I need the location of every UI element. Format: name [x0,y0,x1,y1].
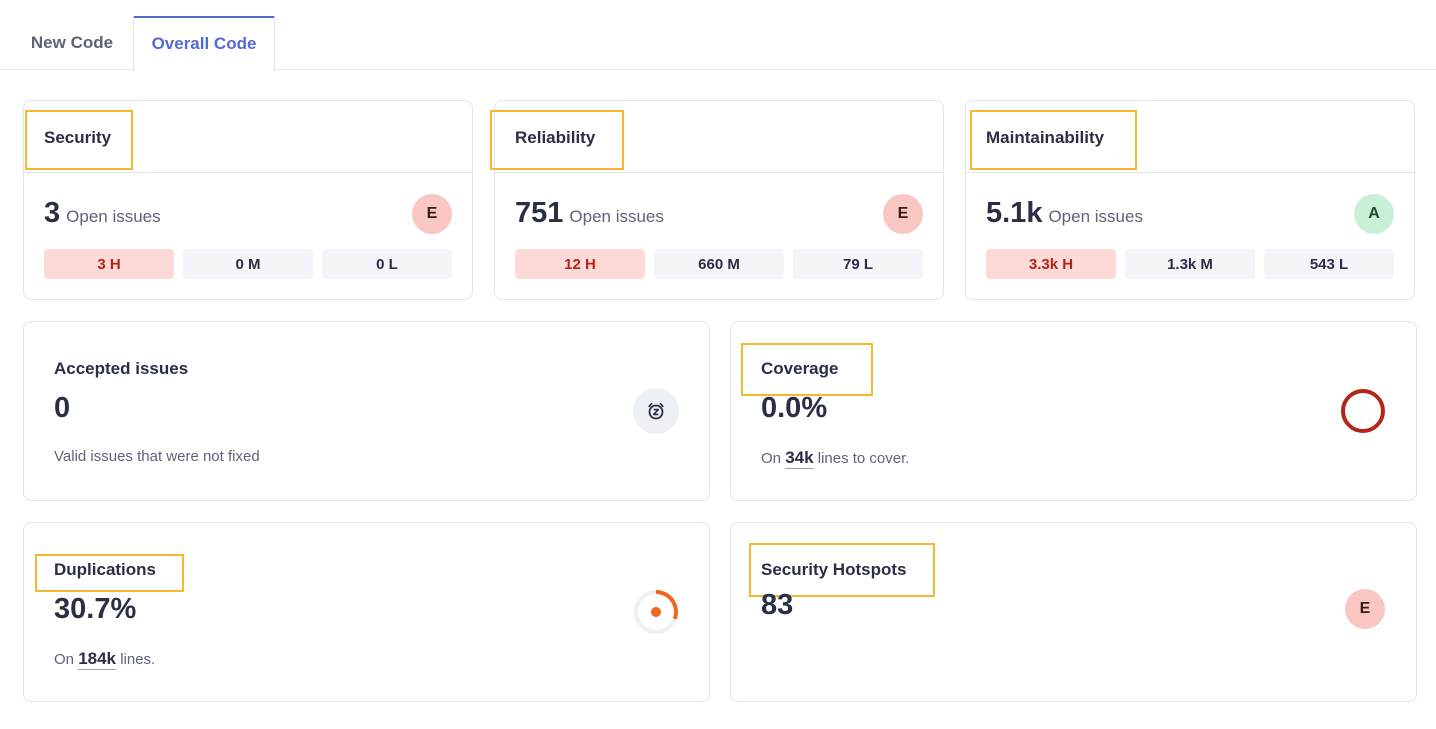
maintainability-count[interactable]: 5.1k [986,197,1043,229]
security-rating-badge: E [412,194,452,234]
maintainability-title[interactable]: Maintainability [986,128,1105,147]
highlight-box [35,554,184,592]
snooze-clock-icon [633,388,679,434]
maintainability-rating-badge: A [1354,194,1394,234]
reliability-high-badge[interactable]: 12 H [515,249,645,279]
highlight-box [25,110,133,170]
accepted-issues-card: Accepted issues 0 Valid issues that were… [23,321,710,501]
open-issues-label: Open issues [1048,207,1143,226]
duplications-title: Duplications [54,560,157,579]
tab-overall-code[interactable]: Overall Code [133,16,275,71]
tab-new-code[interactable]: New Code [30,33,114,52]
coverage-value[interactable]: 0.0% [761,392,828,424]
maintainability-medium-badge[interactable]: 1.3k M [1125,249,1255,279]
coverage-ring-icon [1341,389,1385,433]
coverage-lines-link[interactable]: 34k [785,448,814,469]
accepted-issues-description: Valid issues that were not fixed [54,448,260,465]
reliability-count[interactable]: 751 [515,197,564,229]
reliability-card-header: Reliability [490,101,943,173]
security-hotspots-title: Security Hotspots [761,560,907,579]
open-issues-label: Open issues [66,207,161,226]
security-title[interactable]: Security [44,128,112,147]
maintainability-metric: 5.1k Open issues [986,197,1143,230]
coverage-title: Coverage [761,359,839,378]
security-high-badge[interactable]: 3 H [44,249,174,279]
security-low-badge[interactable]: 0 L [322,249,452,279]
maintainability-card: Maintainability 5.1k Open issues A 3.3k … [965,100,1415,300]
tab-bar: New Code Overall Code [0,0,1436,71]
reliability-title[interactable]: Reliability [515,128,596,147]
reliability-low-badge[interactable]: 79 L [793,249,923,279]
duplications-value[interactable]: 30.7% [54,593,137,625]
security-hotspots-card: Security Hotspots 83 E [730,522,1417,702]
coverage-description: On 34k lines to cover. [761,448,910,469]
reliability-rating-badge: E [883,194,923,234]
reliability-medium-badge[interactable]: 660 M [654,249,784,279]
highlight-box [741,343,873,396]
maintainability-card-header: Maintainability [966,101,1414,173]
open-issues-label: Open issues [569,207,664,226]
duplications-arc [655,590,678,620]
coverage-desc-suffix: lines to cover. [817,450,910,467]
duplications-description: On 184k lines. [54,649,156,670]
reliability-card: Reliability 751 Open issues E 12 H 660 M… [490,100,944,300]
security-hotspots-rating-badge: E [1345,589,1385,629]
security-card: Security 3 Open issues E 3 H 0 M 0 L [23,100,473,300]
duplications-card: Duplications 30.7% On 184k lines. [23,522,710,702]
coverage-desc-prefix: On [761,450,782,467]
duplications-donut-icon [634,590,678,634]
duplications-desc-prefix: On [54,651,75,668]
maintainability-high-badge[interactable]: 3.3k H [986,249,1116,279]
security-medium-badge[interactable]: 0 M [183,249,313,279]
security-count[interactable]: 3 [44,197,61,229]
coverage-card: Coverage 0.0% On 34k lines to cover. [730,321,1417,501]
highlight-box [970,110,1137,170]
duplications-lines-link[interactable]: 184k [78,649,117,670]
highlight-box [490,110,624,170]
accepted-issues-count[interactable]: 0 [54,392,71,424]
reliability-metric: 751 Open issues [515,197,664,230]
accepted-issues-title: Accepted issues [54,359,189,378]
duplications-desc-suffix: lines. [120,651,156,668]
security-card-header: Security [24,101,472,173]
maintainability-low-badge[interactable]: 543 L [1264,249,1394,279]
security-hotspots-count[interactable]: 83 [761,589,794,621]
highlight-box [749,543,935,597]
security-metric: 3 Open issues [44,197,161,230]
